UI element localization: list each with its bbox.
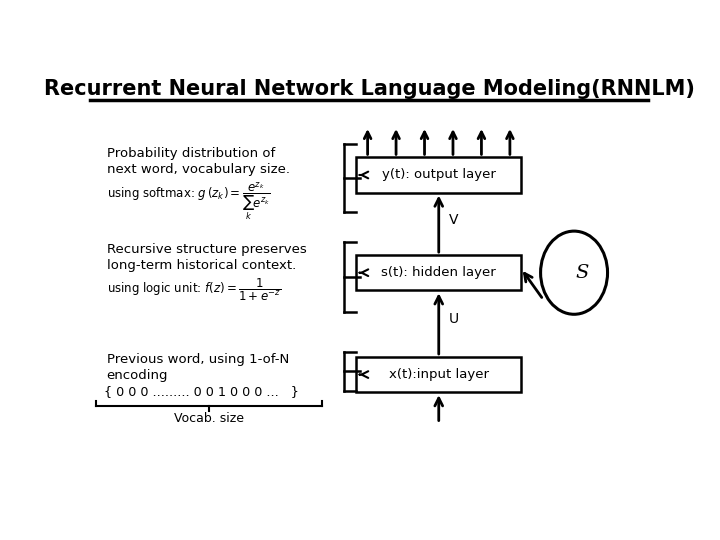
Text: S: S bbox=[576, 264, 589, 282]
Text: Recursive structure preserves: Recursive structure preserves bbox=[107, 243, 307, 256]
Text: x(t):input layer: x(t):input layer bbox=[389, 368, 489, 381]
Text: long-term historical context.: long-term historical context. bbox=[107, 259, 296, 272]
Text: y(t): output layer: y(t): output layer bbox=[382, 168, 495, 181]
Text: Previous word, using 1-of-N: Previous word, using 1-of-N bbox=[107, 353, 289, 366]
Text: next word, vocabulary size.: next word, vocabulary size. bbox=[107, 163, 289, 176]
Text: s(t): hidden layer: s(t): hidden layer bbox=[382, 266, 496, 279]
Text: encoding: encoding bbox=[107, 369, 168, 382]
Bar bbox=[356, 357, 521, 392]
Bar bbox=[356, 255, 521, 291]
Bar bbox=[356, 157, 521, 193]
Text: Vocab. size: Vocab. size bbox=[174, 412, 243, 425]
Text: U: U bbox=[449, 313, 459, 327]
Text: using softmax: $g\,(z_k) = \dfrac{e^{z_k}}{\sum_k e^{z_k}}$: using softmax: $g\,(z_k) = \dfrac{e^{z_k… bbox=[107, 180, 271, 222]
Text: { 0 0 0 ......... 0 0 1 0 0 0 ...   }: { 0 0 0 ......... 0 0 1 0 0 0 ... } bbox=[104, 385, 299, 398]
Text: Recurrent Neural Network Language Modeling(RNNLM): Recurrent Neural Network Language Modeli… bbox=[44, 79, 694, 99]
Text: V: V bbox=[449, 213, 459, 227]
Text: Probability distribution of: Probability distribution of bbox=[107, 147, 275, 160]
Text: using logic unit: $f(z) = \dfrac{1}{1+e^{-z}}$: using logic unit: $f(z) = \dfrac{1}{1+e^… bbox=[107, 277, 282, 303]
